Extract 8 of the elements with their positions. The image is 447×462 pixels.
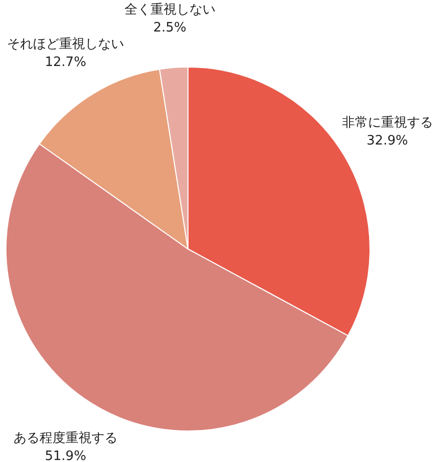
slice-label: 全く重視しない bbox=[124, 2, 216, 18]
slice-label: 非常に重視する bbox=[342, 115, 433, 130]
slice-label: ある程度重視する bbox=[14, 430, 118, 446]
data-label: 32.9% bbox=[366, 133, 408, 148]
data-label: 51.9% bbox=[44, 449, 86, 462]
data-label: 2.5% bbox=[153, 20, 186, 36]
data-label: 12.7% bbox=[44, 54, 86, 70]
slice-label: それほど重視しない bbox=[7, 36, 124, 52]
